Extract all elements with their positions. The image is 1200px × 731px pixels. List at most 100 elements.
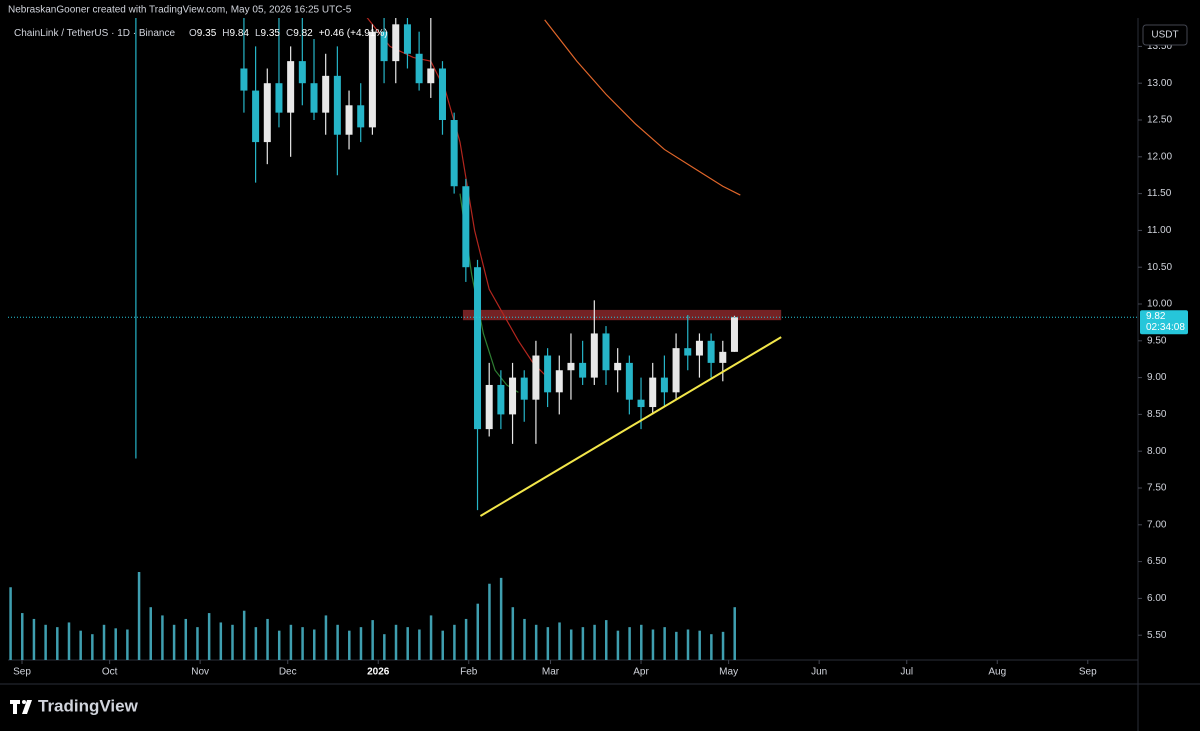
- currency[interactable]: USDT: [1151, 30, 1178, 41]
- volume-bar: [161, 615, 164, 660]
- volume-bar: [184, 618, 188, 660]
- y-tick-label: 13.00: [1147, 78, 1172, 89]
- y-tick-label: 8.50: [1147, 409, 1167, 420]
- legend-field-label: O: [189, 28, 197, 39]
- candle-body: [520, 377, 528, 400]
- volume-bar: [114, 628, 117, 660]
- candle-body: [590, 333, 598, 378]
- x-tick-label: Dec: [279, 667, 297, 678]
- candle-body: [730, 317, 738, 352]
- legend-field-label: C: [286, 28, 293, 39]
- currency-box[interactable]: [1142, 24, 1188, 46]
- volume-bar: [219, 622, 223, 660]
- volume-bar: [710, 634, 713, 660]
- volume-bar: [476, 603, 480, 660]
- y-tick-label: 6.50: [1147, 556, 1167, 567]
- countdown-label: 02:34:08: [1146, 322, 1185, 333]
- legend-change: +0.46 (+4.91%): [319, 28, 388, 39]
- candle-body: [567, 362, 575, 371]
- candle-body: [637, 399, 645, 408]
- volume-bar: [675, 631, 678, 660]
- brand-logo: [10, 700, 32, 714]
- x-tick-label: Apr: [633, 667, 649, 678]
- volume-bar: [359, 627, 363, 660]
- legend-field-value: 9.35: [197, 28, 217, 39]
- volume-bar: [453, 624, 456, 660]
- y-tick-label: 8.00: [1147, 446, 1167, 457]
- volume-bar: [488, 583, 491, 660]
- legend-field-value: 9.82: [293, 28, 313, 39]
- candle-body: [252, 90, 260, 143]
- volume-bar: [686, 629, 690, 660]
- x-tick-label: Sep: [13, 667, 31, 678]
- volume-bar: [67, 622, 71, 660]
- candle-body: [438, 68, 446, 121]
- legend-field-label: L: [255, 28, 261, 39]
- y-tick-label: 6.00: [1147, 593, 1167, 604]
- candle-body: [614, 362, 622, 371]
- candle-body: [322, 75, 330, 113]
- trendline: [479, 336, 782, 517]
- x-tick-label: May: [719, 667, 738, 678]
- volume-bar: [441, 630, 444, 660]
- candle-body: [719, 351, 727, 363]
- candle-body: [602, 333, 610, 371]
- candle-body: [532, 355, 540, 400]
- volume-bar: [663, 627, 666, 660]
- candle-body: [450, 120, 458, 187]
- volume-bar: [640, 624, 643, 660]
- y-tick-label: 12.50: [1147, 115, 1172, 126]
- x-tick-label: Jun: [811, 667, 827, 678]
- y-tick-label: 10.50: [1147, 262, 1172, 273]
- candle-body: [485, 384, 493, 430]
- volume-bar: [604, 620, 608, 660]
- candle-body: [497, 384, 505, 415]
- volume-bar: [79, 630, 82, 660]
- volume-bar: [44, 624, 47, 660]
- candle-body: [695, 340, 703, 356]
- moving-average: [544, 19, 741, 196]
- volume-bar: [301, 627, 304, 660]
- legend-field-value: 9.84: [230, 28, 250, 39]
- last-price-box: [1140, 310, 1188, 335]
- volume-bar: [628, 627, 631, 660]
- y-tick-label: 7.50: [1147, 483, 1167, 494]
- volume-bar: [698, 630, 701, 660]
- volume-bar: [266, 618, 269, 660]
- volume-bar: [383, 634, 386, 660]
- volume-bar: [126, 629, 129, 660]
- volume-bar: [21, 613, 24, 660]
- moving-average: [366, 18, 549, 379]
- legend: ChainLink / TetherUS · 1D · Binance O9.35…: [14, 28, 388, 39]
- volume-bar: [313, 629, 316, 660]
- resistance-zone: [462, 309, 782, 321]
- volume-bar: [616, 630, 620, 660]
- x-tick-label: Mar: [542, 667, 560, 678]
- candle-body: [298, 61, 306, 84]
- candle-body: [684, 348, 692, 356]
- volume-bar: [371, 620, 374, 660]
- moving-average: [459, 193, 519, 393]
- x-tick-label: Nov: [191, 667, 209, 678]
- candle-body: [579, 362, 587, 378]
- volume-bar: [511, 607, 515, 660]
- volume-bar: [394, 624, 398, 660]
- legend-symbol: ChainLink / TetherUS · 1D · Binance: [14, 28, 175, 39]
- volume-bar: [429, 615, 433, 660]
- volume-bar: [91, 634, 94, 660]
- plot-area: [8, 18, 1138, 660]
- x-tick-label: Jul: [900, 667, 913, 678]
- candle-body: [333, 75, 341, 135]
- legend-field-value: 9.35: [261, 28, 281, 39]
- candle-body: [310, 83, 318, 113]
- volume-bar: [56, 627, 59, 660]
- volume-bar: [593, 624, 596, 660]
- volume-bar: [137, 572, 141, 660]
- y-tick-label: 11.50: [1147, 188, 1172, 199]
- header-text: NebraskanGooner created with TradingView…: [8, 5, 352, 16]
- candle-body: [427, 68, 435, 84]
- volume-bar: [277, 630, 281, 660]
- x-tick-label: Feb: [460, 667, 478, 678]
- candle-body: [462, 186, 470, 268]
- volume-bar: [102, 624, 106, 660]
